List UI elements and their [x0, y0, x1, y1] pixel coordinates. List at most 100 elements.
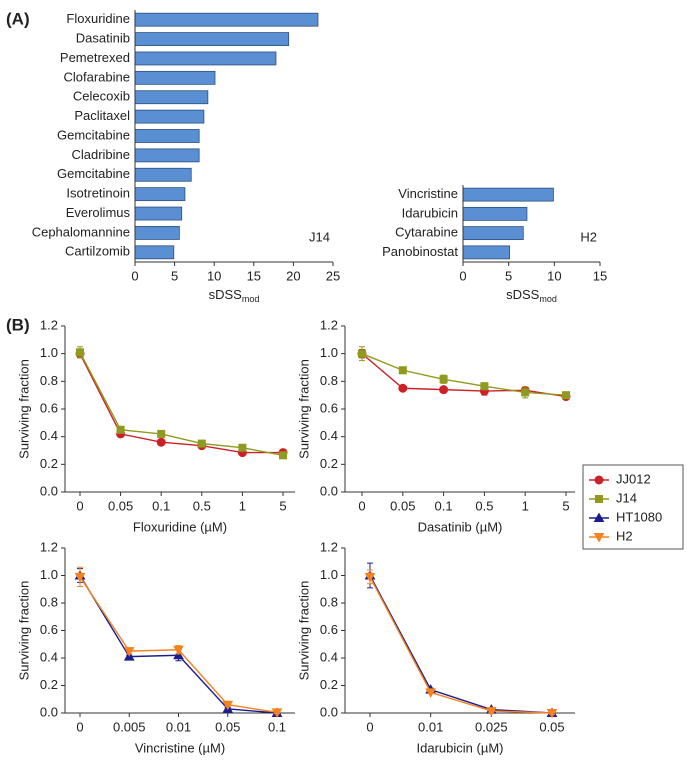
x-tick-label: 10 — [547, 268, 561, 283]
y-tick-label: 0.6 — [40, 400, 58, 415]
bar — [134, 245, 175, 260]
x-tick-label: 0 — [358, 498, 365, 513]
bar — [134, 129, 200, 143]
x-tick-label: 5 — [171, 268, 178, 283]
bar — [134, 148, 200, 163]
y-tick-label: 0.6 — [320, 400, 338, 415]
marker — [425, 688, 437, 698]
annotation: H2 — [580, 229, 597, 244]
y-tick-label: 0.2 — [320, 456, 338, 471]
x-tick-label: 0.1 — [268, 719, 286, 734]
x-tick-label: 0.05 — [539, 719, 564, 734]
x-axis-label-main: sDSS — [506, 287, 540, 302]
panel-label: (A) — [6, 9, 30, 28]
series-line: JJ012 — [79, 353, 283, 454]
marker — [271, 708, 283, 718]
x-tick-label: 1 — [522, 498, 529, 513]
marker — [398, 366, 407, 375]
marker — [562, 391, 570, 400]
marker — [546, 709, 558, 719]
series-line: H2 — [79, 576, 278, 714]
x-tick-label: 0.01 — [418, 719, 443, 734]
x-tick-label: 0.05 — [108, 498, 133, 513]
x-tick-label: 0 — [131, 268, 138, 283]
y-tick-label: 0.2 — [320, 677, 338, 692]
y-tick-label: 1.0 — [320, 567, 338, 582]
bar — [462, 187, 554, 202]
bar — [134, 206, 183, 221]
panel-label: (B) — [6, 315, 30, 334]
y-tick-label: Gemcitabine — [57, 166, 130, 181]
legend-label: HT1080 — [616, 509, 662, 524]
marker — [521, 388, 530, 397]
y-tick-label: Gemcitabine — [57, 127, 130, 142]
y-tick-label: 0.0 — [320, 483, 338, 498]
x-axis-label: Floxuridine (µM) — [133, 519, 227, 534]
x-tick-label: 5 — [505, 268, 512, 283]
y-tick-label: Vincristine — [398, 186, 458, 201]
x-tick-label: 0.05 — [390, 498, 415, 513]
y-tick-label: 0.0 — [40, 483, 58, 498]
marker — [116, 425, 125, 434]
y-tick-label: Cephalomannine — [32, 224, 130, 239]
y-tick-label: 1.2 — [320, 539, 338, 554]
x-tick-label: 0.005 — [113, 719, 146, 734]
y-tick-label: 1.2 — [40, 317, 58, 332]
legend-label: H2 — [616, 528, 633, 543]
x-axis-label-sub: mod — [539, 294, 557, 304]
y-tick-label: 0.8 — [320, 373, 338, 388]
x-axis-label-main: sDSS — [209, 287, 243, 302]
x-tick-label: 0 — [366, 719, 373, 734]
x-tick-label: 0.05 — [215, 719, 240, 734]
y-tick-label: 0.4 — [320, 428, 338, 443]
legend-marker — [594, 475, 604, 485]
y-tick-label: 1.0 — [40, 567, 58, 582]
y-tick-label: Floxuridine — [66, 11, 130, 26]
bar — [134, 187, 186, 202]
y-axis-label: Surviving fraction — [16, 359, 31, 459]
marker — [480, 382, 489, 391]
y-tick-label: Panobinostat — [382, 244, 458, 259]
bar — [134, 90, 209, 105]
legend-marker — [593, 533, 605, 543]
y-tick-label: 0.6 — [320, 622, 338, 637]
x-axis-label: Idarubicin (µM) — [417, 740, 504, 755]
x-tick-label: 0.5 — [193, 498, 211, 513]
series-line: JJ012 — [361, 353, 567, 398]
x-tick-label: 0 — [76, 498, 83, 513]
x-tick-label: 0.01 — [166, 719, 191, 734]
x-tick-label: 1 — [239, 498, 246, 513]
y-tick-label: 0.4 — [320, 649, 338, 664]
series-line: HT1080 — [79, 575, 278, 714]
x-tick-label: 15 — [247, 268, 261, 283]
legend-label: J14 — [616, 490, 637, 505]
x-tick-label: 0.5 — [475, 498, 493, 513]
y-axis-label: Surviving fraction — [296, 359, 311, 459]
y-tick-label: 0.4 — [40, 428, 58, 443]
y-tick-label: 1.2 — [320, 317, 338, 332]
y-tick-label: 0.2 — [40, 456, 58, 471]
bar — [134, 32, 290, 46]
x-tick-label: 15 — [593, 268, 607, 283]
y-tick-label: Pemetrexed — [60, 50, 130, 65]
bar — [134, 167, 192, 182]
y-axis-label: Surviving fraction — [16, 581, 31, 681]
y-tick-label: 1.2 — [40, 539, 58, 554]
y-tick-label: 1.0 — [320, 345, 338, 360]
marker — [123, 647, 135, 657]
y-tick-label: 0.8 — [40, 594, 58, 609]
x-tick-label: 0 — [76, 719, 83, 734]
marker — [222, 700, 234, 711]
marker — [279, 451, 287, 460]
marker — [398, 383, 408, 393]
x-axis-label: sDSSmod — [209, 287, 260, 304]
bar — [134, 70, 216, 85]
series-line: HT1080 — [369, 575, 553, 714]
annotation: J14 — [309, 229, 330, 244]
x-tick-label: 5 — [279, 498, 286, 513]
marker — [238, 443, 247, 452]
x-axis-label: Vincristine (µM) — [135, 740, 225, 755]
y-tick-label: Dasatinib — [76, 31, 130, 46]
